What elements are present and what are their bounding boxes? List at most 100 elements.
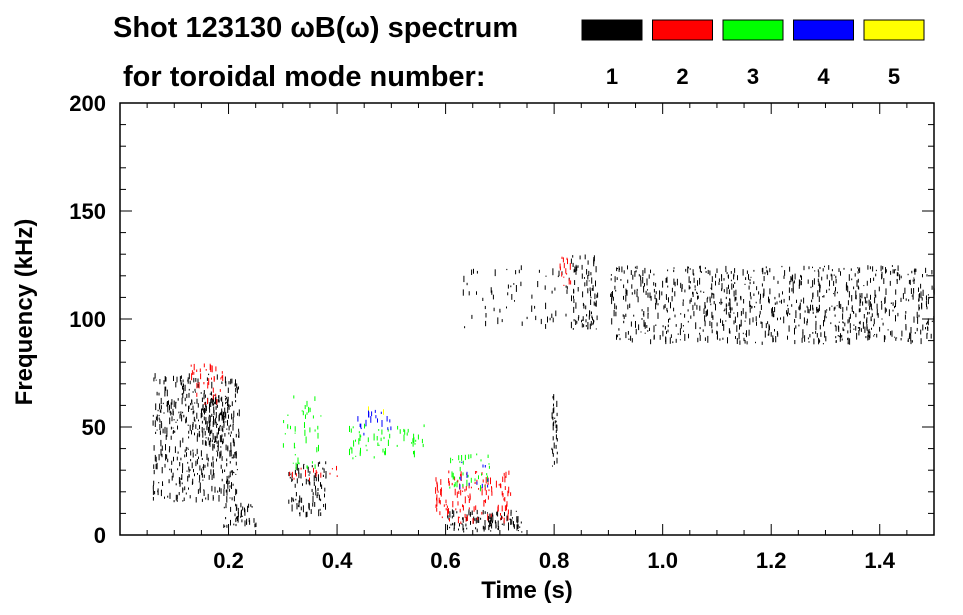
spectral-streak [813, 278, 815, 285]
spectral-streak [153, 445, 155, 451]
spectral-streak [711, 283, 713, 291]
spectral-streak [490, 477, 491, 485]
spectral-streak [205, 441, 207, 446]
spectral-streak [677, 333, 679, 335]
spectral-streak [204, 464, 206, 468]
spectral-streak [311, 488, 313, 492]
spectral-streak [217, 440, 219, 448]
spectral-streak [225, 402, 227, 405]
spectral-streak [254, 523, 256, 528]
spectral-streak [659, 291, 661, 298]
spectral-streak [710, 303, 712, 306]
spectral-streak [292, 462, 294, 464]
spectral-streak [920, 283, 922, 289]
spectral-streak [175, 421, 177, 423]
spectral-streak [734, 282, 736, 284]
spectral-streak [814, 270, 816, 272]
spectral-streak [795, 325, 797, 329]
spectral-streak [916, 311, 918, 318]
spectral-streak [413, 450, 415, 458]
spectral-streak [212, 443, 214, 451]
spectral-streak [203, 490, 205, 496]
spectral-streak [188, 388, 190, 391]
spectral-streak [557, 275, 559, 278]
spectral-streak [237, 512, 239, 518]
spectral-streak [304, 422, 305, 428]
spectral-streak [478, 488, 479, 490]
spectral-streak [233, 523, 235, 526]
spectral-streak [192, 421, 194, 428]
spectral-streak [780, 317, 781, 320]
spectral-streak [868, 328, 870, 334]
spectral-streak [250, 504, 252, 507]
spectral-streak [498, 483, 500, 486]
spectral-streak [190, 364, 192, 367]
spectral-streak [364, 423, 365, 429]
spectral-streak [750, 296, 752, 300]
spectral-streak [582, 302, 584, 306]
spectral-streak [370, 416, 372, 423]
spectral-streak [197, 378, 199, 383]
spectral-streak [765, 266, 767, 269]
spectral-streak [159, 403, 161, 410]
spectral-streak [227, 387, 229, 393]
spectral-streak [293, 477, 295, 480]
spectral-streak [701, 271, 702, 273]
spectral-streak [165, 377, 167, 382]
spectral-streak [225, 517, 227, 520]
spectral-streak [465, 523, 467, 527]
spectral-streak [849, 313, 851, 319]
spectral-streak [544, 285, 546, 290]
spectral-streak [707, 269, 709, 274]
spectral-streak [450, 457, 452, 464]
spectral-streak [746, 341, 748, 345]
spectral-streak [803, 317, 805, 324]
spectral-streak [728, 312, 730, 316]
spectral-streak [595, 280, 596, 287]
spectral-streak [446, 505, 448, 509]
mode-1-feature [223, 502, 257, 528]
spectral-streak [895, 315, 896, 322]
spectral-streak [500, 517, 502, 521]
spectral-streak [895, 337, 897, 341]
spectral-streak [589, 323, 591, 330]
spectral-streak [883, 335, 885, 343]
spectral-streak [800, 299, 802, 302]
spectral-streak [625, 288, 627, 295]
spectral-streak [485, 477, 487, 484]
spectral-streak [740, 319, 742, 327]
spectral-streak [618, 328, 620, 331]
spectral-streak [315, 477, 317, 482]
spectral-streak [485, 313, 487, 318]
spectral-streak [735, 336, 736, 339]
spectral-streak [179, 462, 181, 467]
spectral-streak [812, 266, 813, 269]
spectral-streak [205, 408, 207, 413]
spectral-streak [922, 324, 924, 331]
spectral-streak [612, 291, 613, 298]
spectral-streak [875, 294, 877, 298]
spectral-streak [167, 495, 169, 498]
spectral-streak [461, 461, 463, 464]
spectral-streak [853, 311, 854, 314]
spectral-streak [436, 497, 437, 501]
x-tick-label: 0.2 [213, 548, 244, 573]
spectral-streak [555, 430, 557, 433]
spectral-streak [556, 438, 558, 442]
spectral-streak [466, 515, 468, 521]
spectral-streak [469, 495, 471, 500]
spectral-streak [851, 278, 853, 281]
spectral-streak [244, 509, 246, 516]
spectral-streak [749, 300, 751, 308]
spectral-streak [195, 497, 197, 503]
spectral-streak [293, 395, 295, 399]
spectral-streak [221, 415, 223, 421]
spectral-streak [673, 278, 675, 285]
spectral-streak [810, 286, 812, 289]
spectral-streak [753, 293, 755, 296]
spectral-streak [231, 457, 233, 459]
spectral-streak [221, 425, 223, 431]
spectral-streak [822, 343, 824, 345]
spectral-streak [702, 329, 704, 332]
spectral-streak [171, 399, 173, 405]
